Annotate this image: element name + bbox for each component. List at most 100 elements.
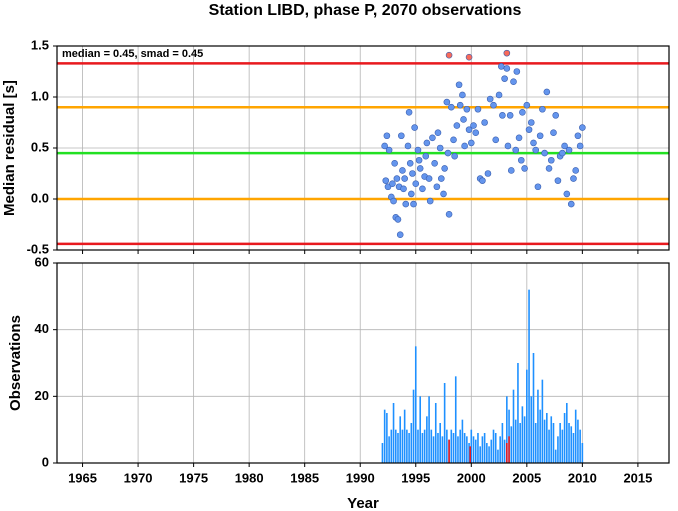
data-point [565,146,573,154]
data-point [504,142,512,150]
x-tick-label: 1990 [346,470,375,485]
data-point [443,98,451,106]
bar [546,413,548,463]
data-point [499,112,506,119]
data-point [465,53,473,61]
x-tick-label: 1965 [68,470,97,485]
data-point [463,105,471,113]
bar [497,449,499,463]
bar [534,423,537,463]
data-point [554,177,562,184]
bar [526,369,528,463]
bar [472,436,475,463]
x-tick-label: 2000 [457,470,486,485]
data-point [456,101,464,109]
y-tick-label: -0.5 [27,241,49,256]
bar [528,289,530,463]
data-point [532,146,540,154]
data-point [479,177,486,184]
bar [423,429,426,463]
bar [439,423,441,463]
data-point [414,146,422,154]
y-axis-label: Median residual [s] [1,80,18,216]
data-point [503,49,511,57]
bar [554,449,557,463]
data-point [383,132,391,140]
bar [443,383,446,463]
data-point [450,136,457,144]
bar [421,433,424,463]
bar [459,429,461,463]
data-point [515,134,523,142]
data-point [561,142,568,150]
bar [383,409,386,463]
bar [561,429,564,463]
bar [483,433,486,463]
data-point [490,101,497,109]
chart-title: Station LIBD, phase P, 2070 observations [209,2,522,19]
bar [452,433,455,463]
bar [568,423,570,463]
bar [466,436,468,463]
data-point [404,142,412,150]
bar [457,436,459,463]
data-point [503,65,511,72]
bar [454,376,457,463]
x-tick-label: 2005 [512,470,541,485]
bar [572,433,575,463]
bar [470,429,473,463]
data-point [527,119,535,126]
data-point [519,109,526,116]
data-point [521,165,528,172]
x-tick-label: 2015 [623,470,652,485]
bar [417,429,419,463]
data-point [495,91,503,99]
bar [581,443,584,463]
bar [450,429,453,463]
data-point [419,185,426,193]
bar [550,416,553,463]
y-tick-label: 0.5 [31,139,49,154]
data-point [497,63,505,70]
data-point [539,105,546,113]
bar [579,429,581,463]
data-point [510,78,517,85]
bar [437,433,439,463]
bar [530,396,533,463]
bar [488,446,490,463]
bar [477,433,479,463]
data-point [382,177,390,184]
y-tick-label: 20 [35,388,49,403]
data-point [545,165,553,172]
data-point [411,124,418,131]
data-point [394,216,402,223]
data-point [441,165,448,172]
bar [577,419,579,463]
bar [539,409,541,463]
data-point [451,152,458,160]
bar [557,436,559,463]
data-point [563,190,571,198]
bar [399,416,402,463]
bar [386,413,388,463]
bar [461,419,464,463]
data-point [481,119,488,126]
bar [446,429,448,463]
bar [441,436,444,463]
bar [506,396,508,463]
data-point [552,112,560,119]
data-point [393,175,401,182]
data-point [513,68,521,75]
bar [406,429,408,463]
data-point [406,160,414,167]
x-tick-label: 1995 [401,470,430,485]
bar [410,423,413,463]
bar [394,429,397,463]
data-point [412,180,420,187]
bar [559,423,561,463]
bar [479,446,481,463]
data-point [484,170,492,177]
data-point [470,122,477,129]
bar [401,429,404,463]
bar [426,416,428,463]
